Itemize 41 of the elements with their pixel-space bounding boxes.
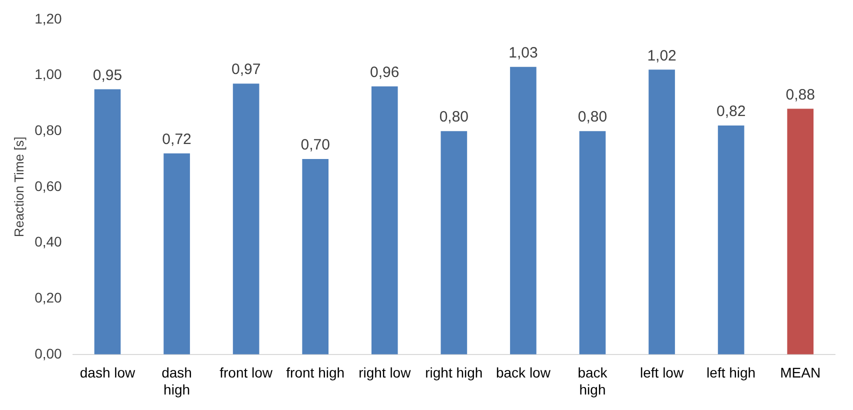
x-tick-label: dash low xyxy=(80,364,136,381)
data-label: 1,02 xyxy=(647,47,676,64)
bar xyxy=(787,108,814,354)
data-label: 0,80 xyxy=(578,108,608,126)
x-tick-label: back low xyxy=(496,364,552,381)
bar xyxy=(164,153,190,354)
x-tick-label: front high xyxy=(286,364,345,381)
bar xyxy=(371,86,398,354)
bar xyxy=(440,131,468,354)
x-tick-label: right low xyxy=(358,364,412,381)
bar xyxy=(510,66,536,354)
y-tick-label: 0,00 xyxy=(34,345,62,362)
bar xyxy=(579,131,606,354)
data-label: 1,03 xyxy=(508,44,538,62)
bar xyxy=(302,158,329,354)
data-label: 0,72 xyxy=(162,131,192,148)
y-tick-label: 1,00 xyxy=(34,66,62,82)
y-tick-label: 0,20 xyxy=(34,289,62,306)
x-tick-label: right high xyxy=(425,364,483,381)
bar xyxy=(648,70,675,354)
y-tick-label: 0,40 xyxy=(34,234,62,250)
y-tick-label: 1,20 xyxy=(34,10,62,26)
data-label: 0,80 xyxy=(439,108,469,126)
data-label: 0,88 xyxy=(786,86,815,104)
x-tick-label: left low xyxy=(640,364,684,381)
data-label: 0,95 xyxy=(92,66,122,84)
bar xyxy=(94,89,121,354)
data-label: 0,97 xyxy=(231,61,261,78)
y-tick-label: 0,60 xyxy=(34,178,62,194)
data-label: 0,96 xyxy=(370,64,400,82)
x-tick-label: left high xyxy=(706,364,756,381)
x-tick-label: back high xyxy=(578,364,608,398)
bar xyxy=(232,84,260,354)
data-label: 0,82 xyxy=(716,103,746,120)
y-axis-title: Reaction Time [s] xyxy=(11,136,26,238)
x-tick-label: front low xyxy=(220,364,274,381)
bar xyxy=(718,125,744,354)
y-tick-label: 0,80 xyxy=(34,122,62,138)
data-label: 0,70 xyxy=(300,136,330,154)
x-tick-label: dash high xyxy=(162,364,192,398)
x-tick-label: MEAN xyxy=(780,364,821,381)
